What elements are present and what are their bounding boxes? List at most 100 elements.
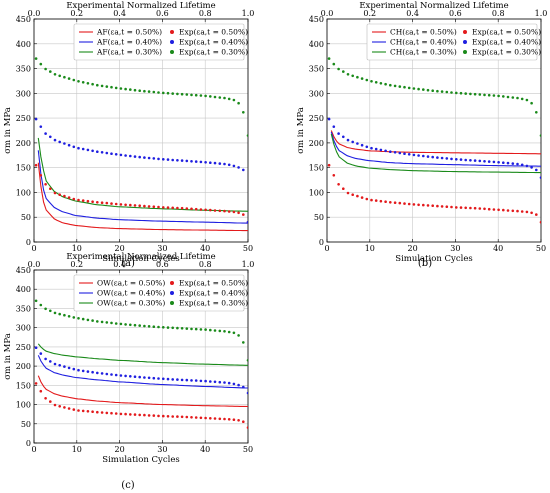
data-point [450, 91, 453, 94]
data-point [204, 161, 207, 164]
data-point [370, 80, 373, 83]
data-point [242, 111, 245, 114]
x-tick-label: 40 [200, 445, 210, 454]
x2-tick-label: 0.4 [113, 260, 126, 269]
x2-tick-label: 0.6 [156, 9, 169, 18]
data-point [199, 208, 203, 211]
data-point [346, 73, 350, 76]
data-point [223, 417, 226, 421]
legend-label: Exp(εa,t = 0.50%) [179, 28, 248, 37]
data-point [44, 307, 47, 311]
x2-tick-label: 1.0 [242, 9, 255, 18]
data-point [223, 209, 226, 213]
x-tick-label: 40 [493, 244, 503, 253]
data-point [171, 206, 174, 210]
series-line [330, 133, 541, 174]
data-point [213, 95, 217, 99]
data-point [356, 194, 359, 198]
data-point [162, 206, 165, 209]
x-tick-label: 0 [31, 445, 36, 454]
data-point [389, 150, 392, 153]
data-point [218, 417, 222, 421]
data-point [223, 162, 226, 166]
data-point [403, 85, 406, 89]
data-point [67, 366, 71, 370]
x-axis-label: Simulation Cycles [102, 254, 179, 264]
x2-axis-label: Experimental Normalized Lifetime [66, 1, 215, 11]
data-point [204, 416, 207, 420]
data-point [431, 89, 435, 92]
legend-label: AF(εa,t = 0.40%) [96, 38, 162, 47]
data-point [105, 85, 109, 88]
y-tick-label: 0 [26, 439, 31, 448]
data-point [232, 382, 236, 386]
legend-label: AF(εa,t = 0.50%) [96, 28, 162, 37]
data-point [506, 209, 510, 212]
data-point [337, 67, 340, 71]
x-tick-label: 50 [243, 244, 253, 253]
data-point [237, 166, 240, 169]
data-point [417, 154, 420, 157]
y-tick-label: 200 [16, 139, 31, 148]
data-point [436, 89, 439, 93]
data-point [129, 154, 132, 158]
data-point [497, 161, 500, 164]
data-point [81, 317, 85, 321]
data-point [63, 75, 66, 79]
data-point [72, 316, 76, 319]
data-point [242, 385, 245, 389]
x-tick-label: 10 [72, 445, 82, 454]
y-tick-label: 400 [16, 40, 31, 49]
x2-tick-label: 0.0 [28, 260, 41, 269]
data-point [143, 89, 146, 93]
data-point [237, 101, 240, 105]
data-point [67, 315, 71, 318]
data-point [34, 299, 38, 303]
data-point [39, 62, 43, 66]
y-tick-label: 400 [309, 40, 324, 49]
data-point [199, 160, 203, 164]
data-point [58, 193, 61, 196]
data-point [237, 383, 240, 387]
data-point [100, 84, 104, 88]
data-point [119, 203, 123, 206]
data-point [110, 411, 113, 415]
x2-tick-label: 0.6 [449, 9, 462, 18]
data-point [67, 196, 71, 199]
data-point [492, 208, 496, 211]
legend-label: Exp(εa,t = 0.40%) [179, 38, 248, 47]
data-point [58, 405, 61, 408]
data-point [143, 324, 146, 328]
data-point [516, 209, 519, 213]
data-point [511, 162, 515, 165]
data-point [171, 158, 174, 162]
data-point [194, 416, 198, 419]
data-point [119, 322, 123, 326]
data-point [194, 379, 198, 382]
data-point [199, 328, 203, 331]
data-point [539, 134, 541, 137]
data-point [237, 419, 240, 422]
data-point [218, 162, 222, 165]
data-point [63, 365, 66, 368]
data-point [530, 211, 533, 215]
data-point [445, 90, 449, 94]
data-point [370, 146, 373, 150]
data-point [63, 406, 66, 409]
data-point [209, 328, 212, 332]
data-point [124, 323, 127, 326]
data-point [190, 93, 193, 97]
data-point [124, 87, 127, 91]
data-point [332, 62, 336, 66]
data-point [393, 151, 397, 154]
data-point [129, 413, 132, 416]
data-point [502, 208, 505, 212]
data-point [176, 206, 179, 210]
legend-label: OW(εa,t = 0.50%) [97, 279, 165, 288]
data-point [81, 369, 85, 373]
data-point [520, 163, 524, 167]
x2-tick-label: 0.2 [70, 260, 83, 269]
x-axis-label: Simulation Cycles [102, 455, 179, 465]
data-point [342, 70, 345, 73]
data-point [246, 220, 248, 224]
